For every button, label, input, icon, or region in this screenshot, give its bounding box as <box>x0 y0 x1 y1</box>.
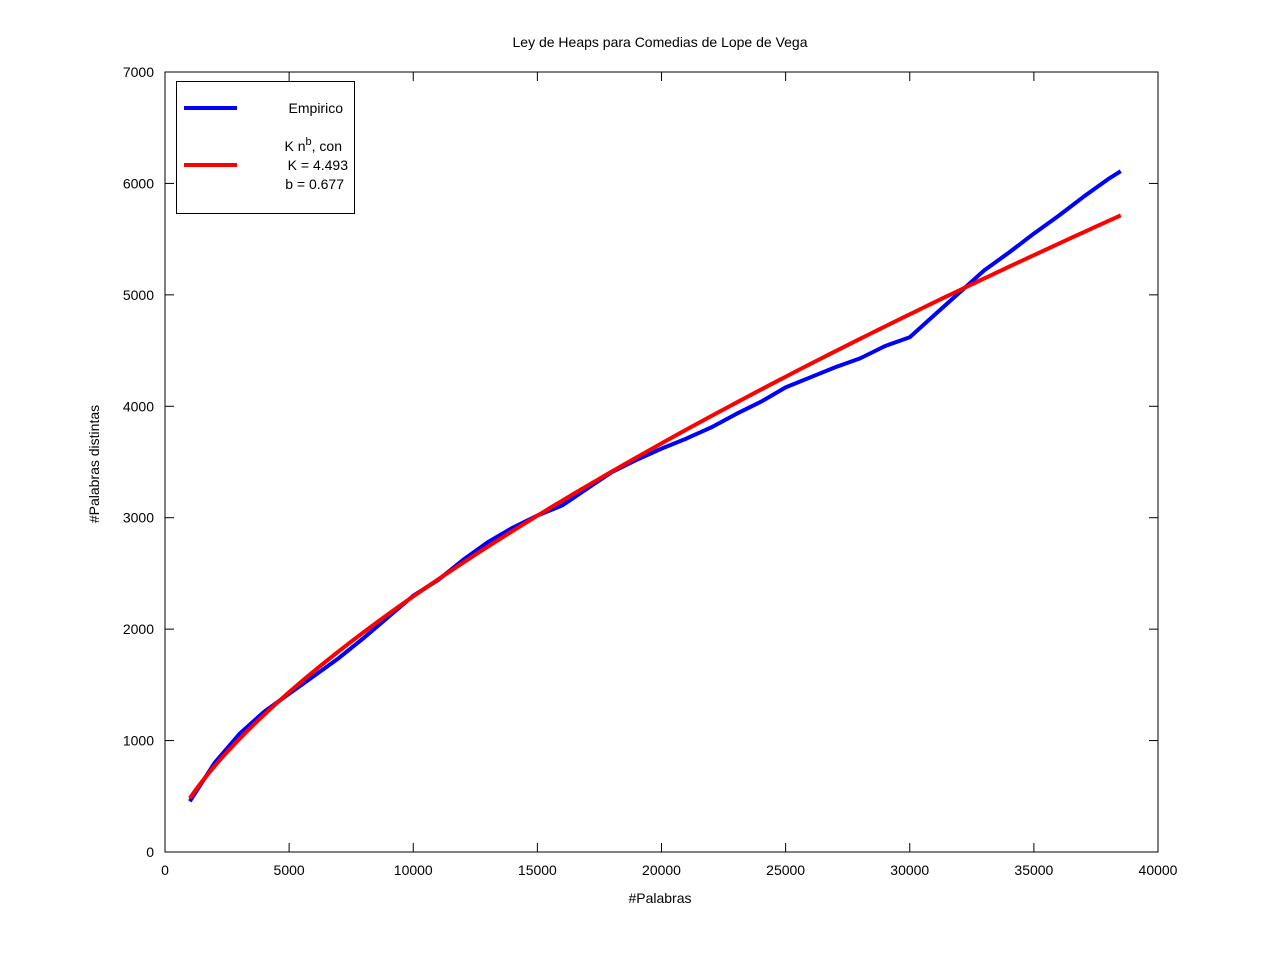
y-tick-label: 7000 <box>123 64 154 80</box>
y-axis-label: #Palabras distintas <box>86 405 102 523</box>
x-tick-label: 35000 <box>1014 862 1053 878</box>
legend-box <box>176 81 355 214</box>
x-tick-label: 0 <box>161 862 169 878</box>
legend-label-fit-k: K = 4.493 <box>288 157 349 173</box>
legend-fit-exponent: b <box>306 136 312 148</box>
y-tick-label: 2000 <box>123 621 154 637</box>
y-tick-label: 3000 <box>123 510 154 526</box>
x-tick-label: 40000 <box>1139 862 1178 878</box>
plot-frame <box>164 71 1159 853</box>
series-empirico-line <box>188 169 1122 803</box>
y-tick-label: 0 <box>146 844 154 860</box>
legend-label-fit-b: b = 0.677 <box>285 176 344 192</box>
x-axis-label: #Palabras <box>628 890 691 906</box>
legend: Empirico K nb, con K = 4.493 b = 0.677 <box>176 81 355 214</box>
x-tick-label: 10000 <box>394 862 433 878</box>
x-tick-label: 25000 <box>766 862 805 878</box>
series-fit-line <box>188 213 1122 800</box>
y-tick-label: 1000 <box>123 733 154 749</box>
x-tick-label: 30000 <box>890 862 929 878</box>
y-tick-label: 6000 <box>123 175 154 191</box>
chart-title: Ley de Heaps para Comedias de Lope de Ve… <box>513 34 808 50</box>
x-tick-label: 5000 <box>274 862 305 878</box>
legend-label-empirico: Empirico <box>289 100 344 116</box>
legend-fit-base: K n <box>285 138 306 154</box>
x-tick-label: 20000 <box>642 862 681 878</box>
legend-label-fit-line1: K nb, con <box>285 136 343 154</box>
legend-fit-tail: , con <box>312 138 342 154</box>
y-tick-label: 5000 <box>123 287 154 303</box>
y-tick-label: 4000 <box>123 398 154 414</box>
x-tick-label: 15000 <box>518 862 557 878</box>
